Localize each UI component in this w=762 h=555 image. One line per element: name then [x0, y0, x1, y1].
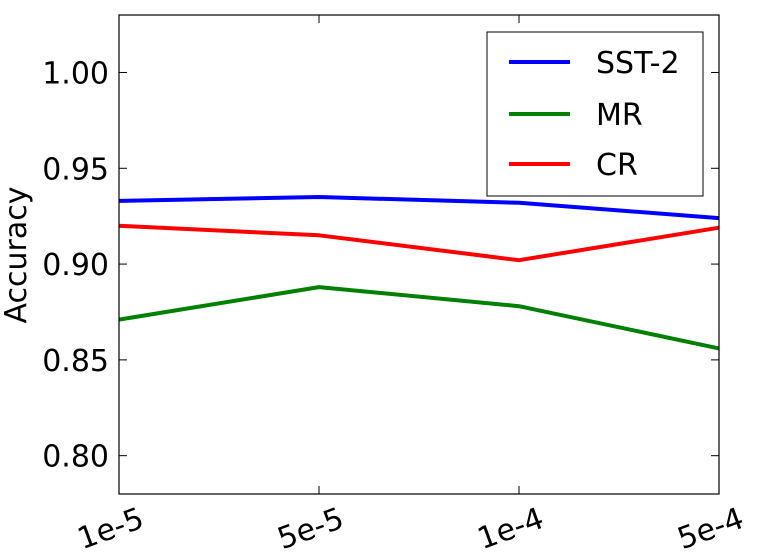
legend-label: MR	[596, 98, 643, 133]
y-tick-labels: 0.80 0.85 0.90 0.95 1.00	[42, 56, 109, 474]
x-tick-labels: 1e-5 5e-5 1e-4 5e-4	[73, 501, 748, 555]
plot-area-frame	[118, 14, 720, 495]
x-tick-label: 5e-4	[673, 501, 748, 555]
legend-label: CR	[596, 148, 638, 183]
legend-label: SST-2	[596, 46, 680, 81]
ticks-layer	[118, 15, 720, 494]
y-tick-label: 0.95	[42, 152, 109, 187]
y-tick-label: 0.90	[42, 248, 109, 283]
legend: SST-2 MR CR	[486, 31, 704, 197]
y-axis-label: Accuracy	[0, 187, 34, 324]
x-tick-label: 5e-5	[273, 501, 348, 555]
series-line-mr	[118, 285, 720, 351]
x-tick-label: 1e-5	[73, 501, 148, 555]
series-line-sst-2	[118, 195, 720, 221]
y-tick-label: 1.00	[42, 56, 109, 91]
series-line-cr	[118, 223, 720, 263]
y-tick-label: 0.85	[42, 344, 109, 379]
x-tick-label: 1e-4	[473, 501, 548, 555]
y-tick-label: 0.80	[42, 440, 109, 475]
series-layer	[118, 195, 720, 351]
